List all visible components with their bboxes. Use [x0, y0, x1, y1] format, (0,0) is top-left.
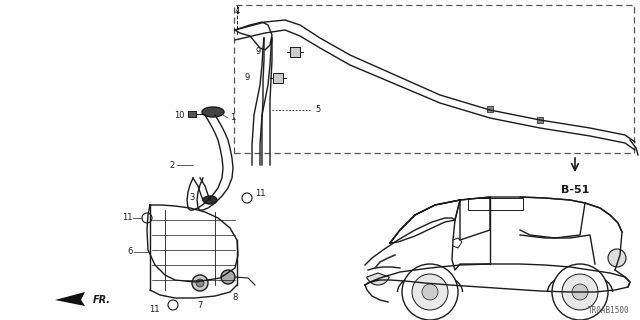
Bar: [290, 47, 300, 57]
Text: 11: 11: [122, 213, 133, 222]
Text: 3: 3: [189, 194, 195, 203]
Circle shape: [402, 264, 458, 320]
Text: 8: 8: [232, 293, 237, 302]
Text: B-51: B-51: [561, 185, 589, 195]
Text: 10: 10: [175, 110, 185, 119]
Polygon shape: [55, 292, 85, 306]
Ellipse shape: [203, 196, 217, 204]
Text: FR.: FR.: [93, 295, 111, 305]
Wedge shape: [367, 273, 389, 285]
Circle shape: [562, 274, 598, 310]
Bar: [188, 111, 196, 117]
Circle shape: [196, 279, 204, 287]
Circle shape: [608, 249, 626, 267]
Text: 6: 6: [127, 247, 133, 257]
Text: 4: 4: [234, 7, 239, 17]
Circle shape: [572, 284, 588, 300]
Text: TR0AB1500: TR0AB1500: [588, 306, 630, 315]
Circle shape: [192, 275, 208, 291]
Bar: [537, 117, 543, 123]
Ellipse shape: [202, 107, 224, 117]
Text: 9: 9: [255, 47, 260, 57]
Circle shape: [552, 264, 608, 320]
Text: 2: 2: [170, 161, 175, 170]
Text: 5: 5: [315, 106, 320, 115]
Text: 9: 9: [244, 74, 250, 83]
Bar: [487, 106, 493, 112]
Circle shape: [422, 284, 438, 300]
Text: 7: 7: [197, 300, 203, 309]
Bar: [234, 5, 634, 153]
Text: 11: 11: [255, 188, 266, 197]
Text: 11: 11: [150, 306, 160, 315]
Circle shape: [412, 274, 448, 310]
Bar: [273, 73, 283, 83]
Circle shape: [221, 270, 235, 284]
Bar: [468, 198, 523, 210]
Text: 1: 1: [230, 114, 236, 123]
